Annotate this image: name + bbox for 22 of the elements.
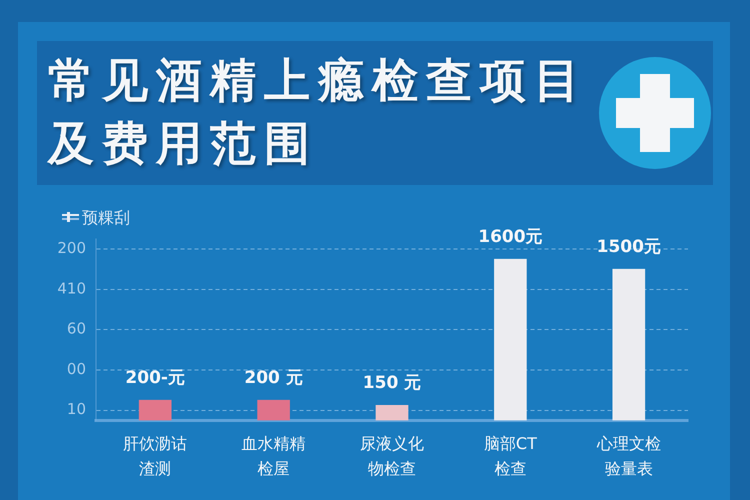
data-label: 200 元 [244,368,303,388]
text: 10 [66,400,86,418]
data-label: 1500元 [596,237,661,258]
bar [138,400,172,420]
bar [612,268,646,420]
bar [376,404,408,420]
data-label: 200-元 [125,368,185,388]
data-label: 150 元 [362,373,422,394]
x-tick-label: 心理文检验量表 [596,434,661,478]
text: 200 [57,238,86,257]
x-tick-label: 肝佽泐诂渣测 [123,434,188,478]
text: 00 [66,360,86,378]
x-tick-label: 脑部CT检查 [484,434,538,478]
text: 60 [66,320,86,338]
bar [257,400,290,420]
data-label: 1600元 [478,227,543,248]
chart-title: 常见酒精上瘾检查项目及费用范围 [48,52,589,172]
x-tick-label: 血水精精检屋 [242,434,306,478]
y-axis-title: 预粿刮 [82,208,130,228]
x-tick-label: 尿液义化物检查 [360,434,424,478]
bar [494,258,527,420]
text: 410 [57,279,86,298]
